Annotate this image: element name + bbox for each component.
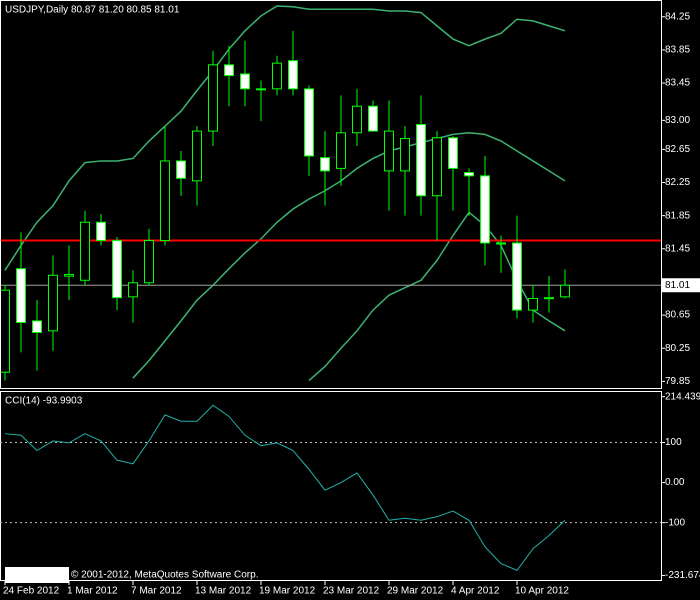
y-tick-label: 80.25 [665,343,690,354]
plot-layer: 84.25 83.85 83.45 83.00 82.65 82.25 81.85 81.45… [0,5,700,597]
x-tick-label: 24 Feb 2012 [3,586,60,597]
candle-body [128,282,138,298]
candle-body [352,105,362,134]
band-line [132,132,566,379]
x-tick-label: 13 Mar 2012 [195,586,252,597]
candle-body [208,64,218,132]
candle-body [368,105,378,132]
candle-body [96,221,106,241]
y-tick-label: -231.674 [665,570,700,581]
y-tick-label: 82.65 [665,144,690,155]
chart-title: USDJPY,Daily 80.87 81.20 80.85 81.01 [5,5,180,16]
candle-body [320,157,330,172]
candle-body [304,88,314,157]
candle-body [192,130,202,182]
x-tick-label: 19 Mar 2012 [259,586,316,597]
candle-body [256,88,266,91]
last-price-label: 81.01 [665,280,690,291]
candle-body [224,64,234,77]
candle-body [560,284,570,298]
candle-body [400,138,410,172]
indicator-line [4,404,566,571]
y-tick-label: 82.25 [665,177,690,188]
candle-body [144,239,154,284]
candle-body [176,160,186,179]
x-tick-label: 7 Mar 2012 [131,586,182,597]
y-tick-label: 214.4393 [665,391,700,402]
candle-body [80,221,90,281]
x-tick-label: 29 Mar 2012 [387,586,444,597]
candle-body [1,289,10,373]
candle-body [288,60,298,90]
y-tick-label: 0.00 [665,477,685,488]
y-tick-label: 83.45 [665,78,690,89]
x-tick-label: 4 Apr 2012 [451,586,500,597]
band-line [308,211,566,382]
candle-body [480,175,490,244]
candle-body [528,298,538,311]
y-tick-label: 100 [665,437,682,448]
y-tick-label: 81.45 [665,243,690,254]
last-price-box [662,278,700,293]
y-tick-label: 83.85 [665,45,690,56]
y-tick-label: 81.85 [665,210,690,221]
y-tick-label: 80.65 [665,310,690,321]
redacted-box [5,567,69,583]
candle-body [160,160,170,241]
indicator-title: CCI(14) -93.9903 [5,396,83,407]
candle-body [64,273,74,277]
candle-body [544,297,554,300]
candle-body [32,320,42,333]
x-tick-label: 10 Apr 2012 [515,586,569,597]
y-tick-label: 84.25 [665,11,690,22]
candle-body [48,274,58,332]
cci-panel-border [0,391,662,581]
candle-body [336,132,346,169]
candle-body [448,137,458,169]
copyright: © 2001-2012, MetaQuotes Software Corp. [71,570,258,581]
y-tick-label: -100 [665,517,685,528]
y-tick-label: 79.85 [665,376,690,387]
candle-body [432,137,442,197]
candle-body [272,62,282,90]
x-tick-label: 1 Mar 2012 [67,586,118,597]
candle-body [496,242,506,245]
main-panel-border [0,0,662,389]
band-line [4,5,566,271]
candles [1,5,661,382]
candle-body [512,242,522,311]
candle-body [416,123,426,197]
x-tick-label: 23 Mar 2012 [323,586,380,597]
y-tick-label: 83.00 [665,115,690,126]
candle-body [240,73,250,90]
candle-body [112,239,122,299]
candle-body [464,172,474,177]
candle-body [16,268,26,324]
candle-body [384,130,394,172]
